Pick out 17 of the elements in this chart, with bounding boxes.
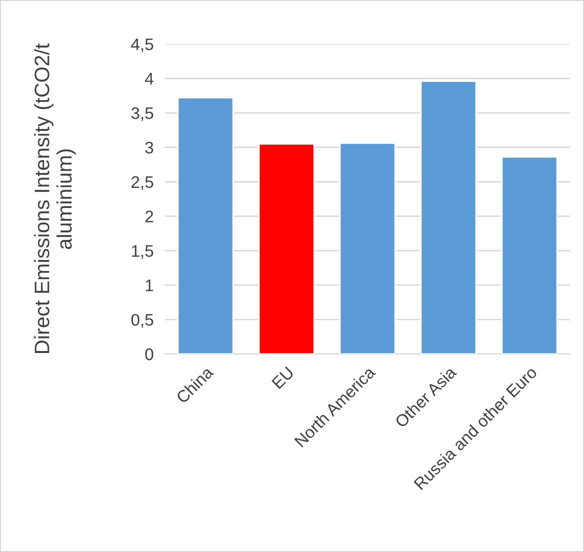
bar: [339, 142, 396, 354]
y-tick-label: 4: [145, 73, 154, 84]
bar: [420, 80, 477, 354]
y-tick-label: 0: [145, 348, 154, 360]
y-tick-label: 3: [145, 142, 154, 154]
bar: [501, 156, 558, 354]
y-tick-label: 1,5: [132, 245, 154, 259]
bar: [177, 97, 234, 354]
y-tick-label: 2,5: [132, 176, 154, 190]
y-tick-label: 2: [145, 210, 154, 222]
bar: [258, 143, 315, 354]
y-tick-label: 0,5: [131, 314, 154, 328]
y-tick-label: 1: [146, 280, 154, 292]
x-tick-label: EU: [272, 366, 294, 390]
y-tick-label: 4,5: [131, 38, 154, 52]
y-axis-title: Direct Emissions Intensity (tCO2/t aluminium): [34, 43, 76, 353]
y-tick-label: 3,5: [131, 107, 154, 122]
